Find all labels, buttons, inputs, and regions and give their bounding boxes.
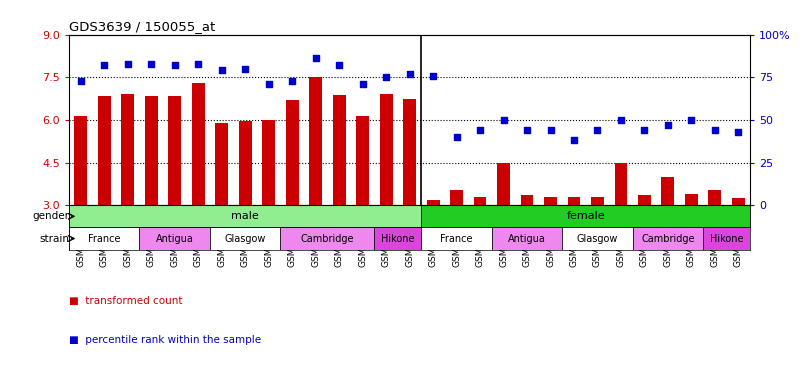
Bar: [139, 227, 210, 250]
Point: [238, 66, 251, 72]
Point: [380, 74, 393, 80]
Text: Glasgow: Glasgow: [225, 233, 266, 243]
Text: ■  percentile rank within the sample: ■ percentile rank within the sample: [69, 335, 261, 345]
Bar: [732, 198, 744, 205]
Point: [685, 117, 698, 123]
Bar: [262, 120, 275, 205]
Text: Antigua: Antigua: [156, 233, 194, 243]
Bar: [75, 116, 87, 205]
Bar: [638, 195, 651, 205]
Bar: [497, 162, 510, 205]
Bar: [709, 190, 722, 205]
Text: Antigua: Antigua: [508, 233, 546, 243]
Point: [497, 117, 510, 123]
Bar: [491, 227, 562, 250]
Point: [97, 62, 110, 68]
Bar: [521, 195, 534, 205]
Bar: [215, 123, 228, 205]
Bar: [591, 197, 604, 205]
Bar: [238, 121, 251, 205]
Text: gender: gender: [32, 211, 69, 221]
Bar: [474, 197, 487, 205]
Point: [615, 117, 628, 123]
Text: Cambridge: Cambridge: [301, 233, 354, 243]
Bar: [568, 197, 581, 205]
Bar: [380, 94, 393, 205]
Text: GDS3639 / 150055_at: GDS3639 / 150055_at: [69, 20, 215, 33]
Point: [285, 78, 298, 84]
Bar: [285, 100, 298, 205]
Point: [168, 62, 181, 68]
Bar: [309, 77, 322, 205]
Point: [450, 134, 463, 140]
Bar: [191, 83, 204, 205]
Bar: [121, 94, 134, 205]
Bar: [403, 99, 416, 205]
Bar: [356, 116, 369, 205]
Point: [121, 61, 134, 67]
Bar: [562, 227, 633, 250]
Point: [521, 127, 534, 133]
Point: [215, 67, 228, 73]
Point: [191, 61, 204, 67]
Bar: [210, 227, 281, 250]
Point: [74, 78, 87, 84]
Text: France: France: [88, 233, 120, 243]
Point: [638, 127, 651, 133]
Text: Hikone: Hikone: [710, 233, 744, 243]
Bar: [544, 197, 557, 205]
Text: strain: strain: [39, 233, 69, 243]
Text: ■  transformed count: ■ transformed count: [69, 296, 182, 306]
Bar: [97, 96, 110, 205]
Bar: [703, 227, 750, 250]
Text: Hikone: Hikone: [381, 233, 414, 243]
Bar: [633, 227, 703, 250]
Point: [427, 73, 440, 79]
Point: [732, 129, 745, 135]
Bar: [450, 190, 463, 205]
Text: male: male: [231, 211, 259, 221]
Point: [709, 127, 722, 133]
Point: [144, 61, 157, 67]
Bar: [69, 205, 421, 227]
Bar: [427, 200, 440, 205]
Bar: [662, 177, 675, 205]
Point: [568, 137, 581, 144]
Bar: [144, 96, 157, 205]
Bar: [281, 227, 375, 250]
Bar: [333, 95, 345, 205]
Text: female: female: [566, 211, 605, 221]
Point: [544, 127, 557, 133]
Bar: [615, 162, 628, 205]
Bar: [375, 227, 421, 250]
Point: [403, 71, 416, 77]
Point: [309, 55, 322, 61]
Text: France: France: [440, 233, 473, 243]
Point: [474, 127, 487, 133]
Point: [333, 62, 345, 68]
Point: [591, 127, 604, 133]
Point: [662, 122, 675, 128]
Bar: [168, 96, 181, 205]
Bar: [421, 227, 491, 250]
Bar: [685, 194, 698, 205]
Bar: [421, 205, 750, 227]
Point: [356, 81, 369, 87]
Text: Cambridge: Cambridge: [642, 233, 695, 243]
Point: [262, 81, 275, 87]
Text: Glasgow: Glasgow: [577, 233, 618, 243]
Bar: [69, 227, 139, 250]
